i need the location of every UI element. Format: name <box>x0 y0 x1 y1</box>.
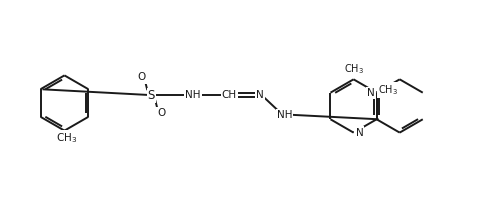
Text: N: N <box>356 128 363 138</box>
Text: N: N <box>256 90 264 100</box>
Text: O: O <box>157 108 165 118</box>
Text: O: O <box>137 72 146 82</box>
Text: NH: NH <box>185 90 200 100</box>
Text: CH: CH <box>222 90 237 100</box>
Text: CH$_3$: CH$_3$ <box>378 83 399 97</box>
Text: N: N <box>367 88 374 98</box>
Text: CH$_3$: CH$_3$ <box>343 63 364 76</box>
Text: CH$_3$: CH$_3$ <box>56 132 77 145</box>
Text: NH: NH <box>277 110 292 120</box>
Text: S: S <box>148 89 155 102</box>
